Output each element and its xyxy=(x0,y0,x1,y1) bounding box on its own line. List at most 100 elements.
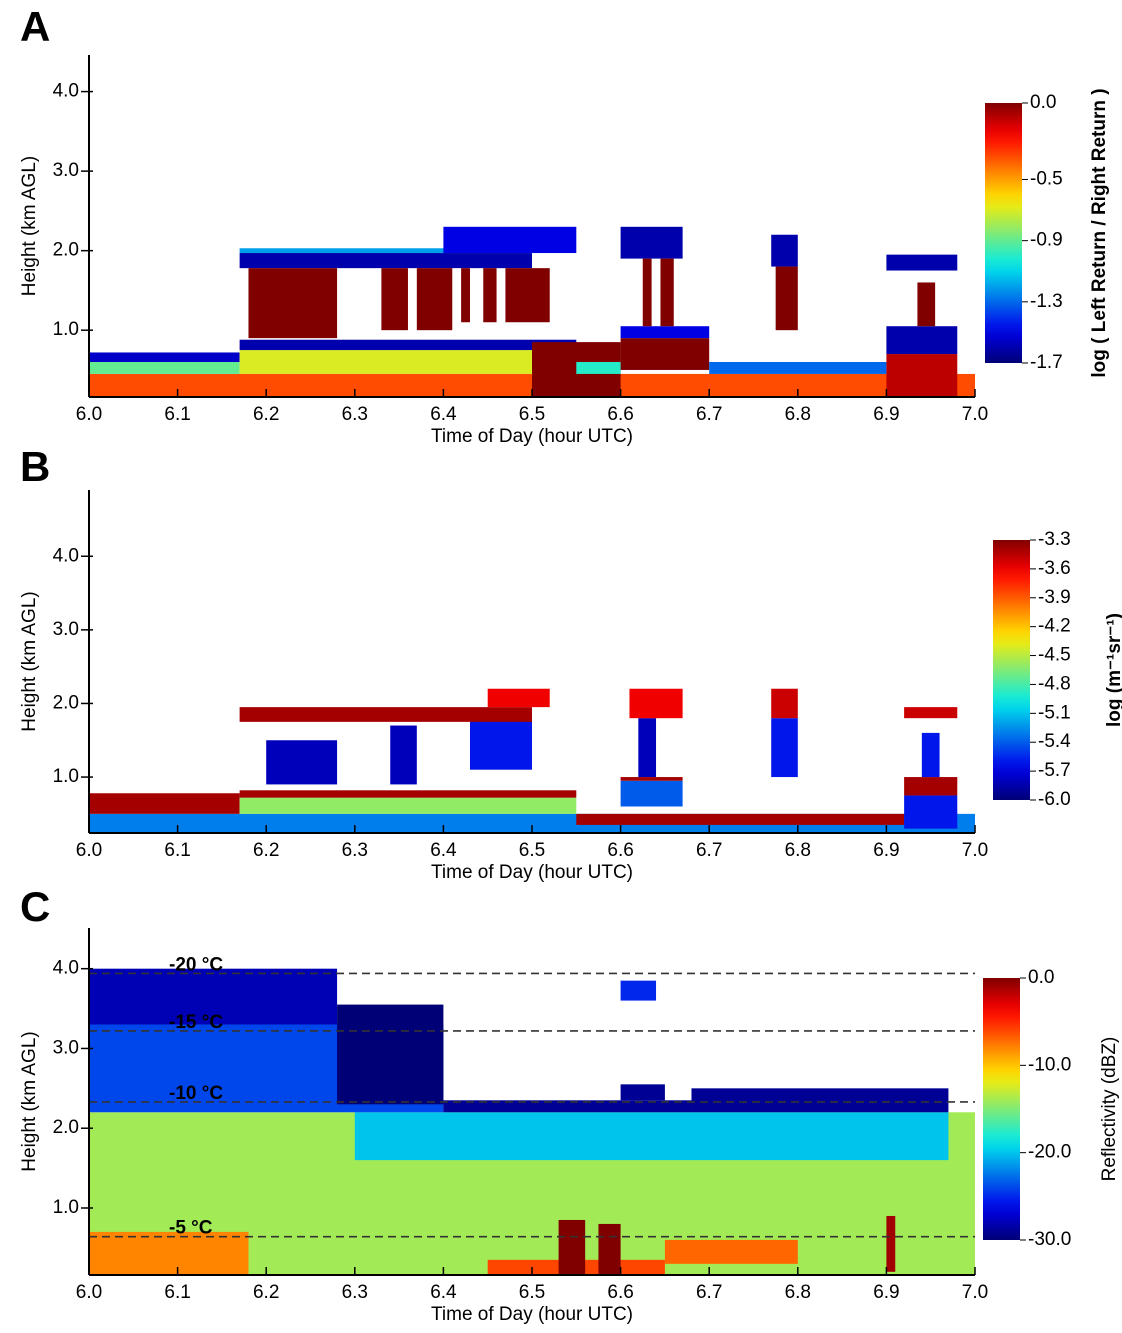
colorbar-tick-label: -5.7 xyxy=(1038,760,1071,781)
colorbar-tick-label: -6.0 xyxy=(1038,789,1071,810)
cell xyxy=(771,234,798,267)
cell xyxy=(886,254,958,271)
panel-letter: C xyxy=(20,883,50,930)
colorbar-label: Reflectivity (dBZ) xyxy=(1099,1037,1120,1182)
cell xyxy=(664,1239,798,1264)
x-tick-label: 6.7 xyxy=(696,1282,722,1303)
cell xyxy=(337,1004,444,1105)
x-tick-label: 6.4 xyxy=(430,840,457,861)
y-axis-label: Height (km AGL) xyxy=(19,156,40,296)
cell xyxy=(248,268,338,339)
x-tick-label: 6.0 xyxy=(76,404,102,425)
colorbar-tick-label: -4.2 xyxy=(1038,616,1071,637)
cell xyxy=(239,790,577,798)
cell xyxy=(239,248,532,254)
cell xyxy=(620,1084,665,1101)
colorbar-tick-label: -0.9 xyxy=(1030,230,1063,251)
x-tick-label: 6.8 xyxy=(785,840,811,861)
cell xyxy=(620,338,710,370)
colorbar-tick-label: 0.0 xyxy=(1030,92,1056,113)
cell xyxy=(886,326,958,355)
y-axis-label: Height (km AGL) xyxy=(19,1031,40,1171)
isotherm-label: -10 °C xyxy=(169,1083,223,1104)
cell xyxy=(921,732,940,778)
x-tick-label: 6.0 xyxy=(76,1282,102,1303)
cell xyxy=(239,707,532,722)
colorbar-tick-label: -0.5 xyxy=(1030,168,1063,189)
x-tick-label: 6.3 xyxy=(342,404,368,425)
plot-area xyxy=(89,688,975,833)
cell xyxy=(89,793,240,814)
x-tick-label: 6.1 xyxy=(164,404,190,425)
colorbar-label: log ( Left Return / Right Return ) xyxy=(1089,88,1110,377)
colorbar-tick-label: -1.3 xyxy=(1030,291,1063,312)
cell xyxy=(469,718,532,770)
x-tick-label: 7.0 xyxy=(962,1282,988,1303)
cell xyxy=(89,352,240,363)
colorbar-tick-label: -20.0 xyxy=(1028,1142,1071,1163)
cell xyxy=(443,1100,692,1113)
x-tick-label: 6.2 xyxy=(253,840,279,861)
cell xyxy=(266,740,338,785)
cell xyxy=(709,362,887,374)
colorbar-tick-label: -30.0 xyxy=(1028,1229,1071,1250)
colorbar-tick-label: -4.8 xyxy=(1038,673,1071,694)
y-tick-label: 1.0 xyxy=(53,1197,79,1218)
x-tick-label: 6.7 xyxy=(696,840,722,861)
x-tick-label: 6.6 xyxy=(607,1282,633,1303)
x-tick-label: 6.5 xyxy=(519,840,545,861)
x-tick-label: 6.9 xyxy=(873,840,899,861)
cell xyxy=(886,354,958,397)
cell xyxy=(89,362,240,374)
cell xyxy=(483,268,497,323)
x-tick-label: 6.7 xyxy=(696,404,722,425)
y-tick-label: 1.0 xyxy=(53,766,79,787)
cell xyxy=(487,688,550,708)
cell xyxy=(629,688,683,719)
plot-area xyxy=(89,968,975,1275)
x-tick-label: 6.8 xyxy=(785,1282,811,1303)
cell xyxy=(771,718,798,778)
y-tick-label: 2.0 xyxy=(53,1117,79,1138)
y-tick-label: 4.0 xyxy=(53,81,79,102)
y-tick-label: 3.0 xyxy=(53,619,79,640)
x-tick-label: 6.6 xyxy=(607,404,633,425)
isotherm-label: -15 °C xyxy=(169,1012,223,1033)
x-tick-label: 6.5 xyxy=(519,1282,545,1303)
x-axis-label: Time of Day (hour UTC) xyxy=(431,862,633,883)
x-tick-label: 6.3 xyxy=(342,1282,368,1303)
y-tick-label: 1.0 xyxy=(53,319,79,340)
cell xyxy=(89,968,338,1025)
cell xyxy=(620,980,657,1001)
x-tick-label: 6.3 xyxy=(342,840,368,861)
x-axis-label: Time of Day (hour UTC) xyxy=(431,1304,633,1325)
colorbar xyxy=(985,103,1022,363)
x-tick-label: 7.0 xyxy=(962,404,988,425)
cell xyxy=(886,1215,896,1272)
colorbar-tick-label: -1.7 xyxy=(1030,352,1063,373)
panel-letter: B xyxy=(20,443,50,490)
x-axis-label: Time of Day (hour UTC) xyxy=(431,426,633,447)
cell xyxy=(620,780,683,807)
cell xyxy=(505,268,550,323)
cell xyxy=(620,226,683,259)
x-tick-label: 6.2 xyxy=(253,404,279,425)
x-tick-label: 6.1 xyxy=(164,840,190,861)
cell xyxy=(443,226,577,254)
x-tick-label: 6.9 xyxy=(873,404,899,425)
cell xyxy=(917,282,936,327)
isotherm-label: -5 °C xyxy=(169,1218,213,1239)
cell xyxy=(558,1219,586,1275)
y-tick-label: 4.0 xyxy=(53,545,79,566)
x-tick-label: 6.4 xyxy=(430,1282,457,1303)
cell xyxy=(904,795,958,829)
cell xyxy=(461,268,470,323)
colorbar-tick-label: -10.0 xyxy=(1028,1054,1071,1075)
cell xyxy=(691,1088,949,1113)
cell xyxy=(576,813,905,825)
cell xyxy=(239,339,577,351)
y-tick-label: 2.0 xyxy=(53,240,79,261)
y-tick-label: 3.0 xyxy=(53,160,79,181)
x-tick-label: 6.2 xyxy=(253,1282,279,1303)
